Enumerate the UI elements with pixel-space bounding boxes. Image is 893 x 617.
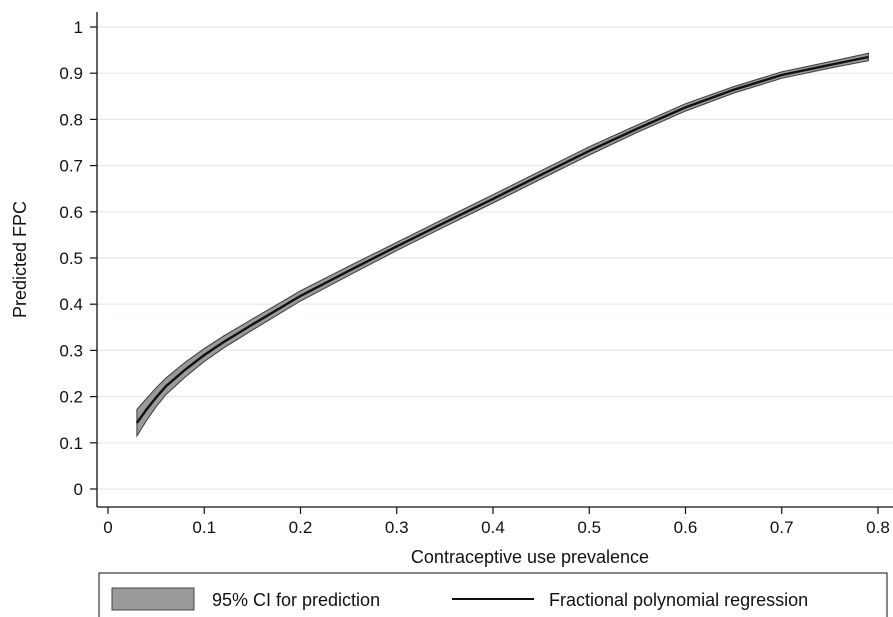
ci-band [137,53,869,436]
x-axis-title: Contraceptive use prevalence [411,547,649,567]
x-tick-label-2: 0.2 [289,518,313,537]
axes [97,12,893,507]
legend-label-ci: 95% CI for prediction [212,590,380,610]
regression-line-layer [137,57,869,423]
x-tick-label-8: 0.8 [866,518,890,537]
y-tick-label-9: 0.9 [59,64,83,83]
y-tick-label-4: 0.4 [59,295,83,314]
x-tick-label-1: 0.1 [192,518,216,537]
y-tick-label-7: 0.7 [59,157,83,176]
y-axis-title: Predicted FPC [10,201,30,318]
grid-lines [97,27,893,489]
y-tick-label-5: 0.5 [59,249,83,268]
x-tick-label-0: 0 [103,518,112,537]
y-tick-label-0: 0 [74,480,83,499]
x-ticks: 0 0.1 0.2 0.3 0.4 0.5 0.6 0.7 0.8 [103,507,890,537]
legend-label-regression: Fractional polynomial regression [549,590,808,610]
y-tick-label-1: 0.1 [59,434,83,453]
y-ticks: 0 0.1 0.2 0.3 0.4 0.5 0.6 0.7 0.8 0.9 1 [59,18,97,499]
x-tick-label-3: 0.3 [385,518,409,537]
x-tick-label-6: 0.6 [674,518,698,537]
y-tick-label-8: 0.8 [59,110,83,129]
regression-line [137,57,869,423]
x-tick-label-4: 0.4 [481,518,505,537]
y-tick-label-6: 0.6 [59,203,83,222]
y-tick-label-2: 0.2 [59,388,83,407]
y-tick-label-10: 1 [74,18,83,37]
legend-swatch-ci-band [112,588,194,610]
x-tick-label-5: 0.5 [577,518,601,537]
y-tick-label-3: 0.3 [59,341,83,360]
ci-band-layer [137,53,869,436]
x-tick-label-7: 0.7 [770,518,794,537]
legend: 95% CI for prediction Fractional polynom… [99,573,887,617]
